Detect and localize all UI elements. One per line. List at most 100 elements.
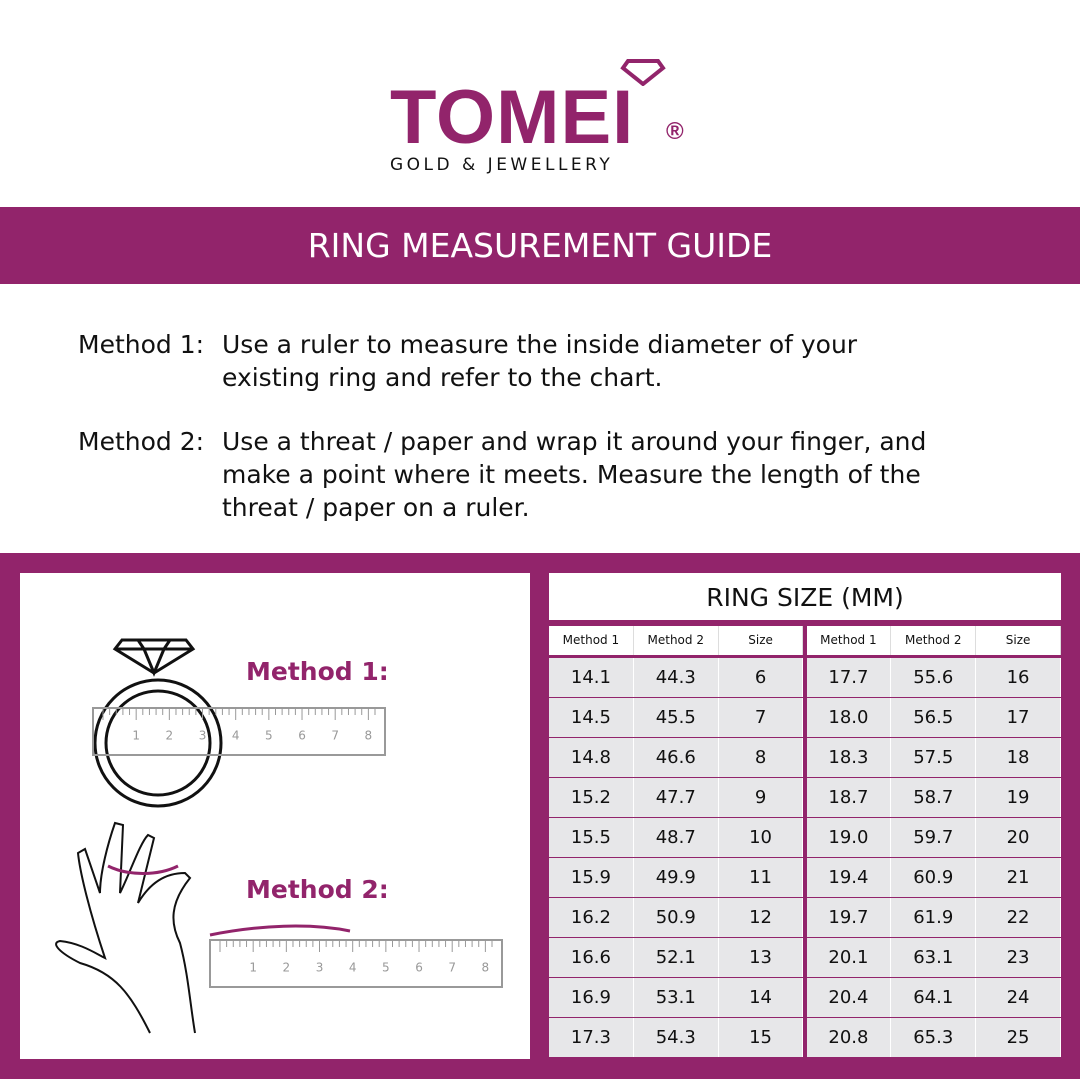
table-title: RING SIZE (MM) (549, 573, 1061, 620)
table-cell: 56.5 (891, 698, 977, 737)
banner-title: RING MEASUREMENT GUIDE (0, 207, 1080, 284)
table-cell: 20.8 (806, 1018, 892, 1057)
table-row: 16.6 52.1 13 (549, 937, 804, 977)
table-cell: 15 (718, 1018, 804, 1057)
column-header: Size (976, 626, 1061, 655)
table-row: 16.9 53.1 14 (549, 977, 804, 1017)
ruler-tick-label: 8 (365, 729, 373, 743)
table-row: 18.3 57.5 18 (806, 737, 1062, 777)
ruler-tick-label: 2 (283, 961, 291, 975)
table-row: 14.1 44.3 6 (549, 657, 804, 697)
method-label: Method 1: (78, 330, 205, 359)
table-row: 20.4 64.1 24 (806, 977, 1062, 1017)
table-cell: 8 (718, 738, 804, 777)
table-cell: 12 (718, 898, 804, 937)
table-row: 20.1 63.1 23 (806, 937, 1062, 977)
tagline: GOLD & JEWELLERY (390, 155, 614, 175)
table-cell: 21 (976, 858, 1061, 897)
table-cell: 9 (718, 778, 804, 817)
column-header: Method 2 (633, 626, 719, 655)
column-header: Method 1 (549, 626, 634, 655)
table-cell: 44.3 (633, 658, 719, 697)
table-cell: 16.6 (549, 938, 634, 977)
method-2-label: Method 2: (246, 875, 389, 904)
table-row: 16.2 50.9 12 (549, 897, 804, 937)
table-cell: 15.2 (549, 778, 634, 817)
table-cell: 53.1 (633, 978, 719, 1017)
table-cell: 24 (976, 978, 1061, 1017)
table-cell: 19 (976, 778, 1061, 817)
column-header: Method 1 (806, 626, 892, 655)
table-cell: 17.3 (549, 1018, 634, 1057)
table-cell: 16.9 (549, 978, 634, 1017)
table-cell: 20.1 (806, 938, 892, 977)
table-cell: 54.3 (633, 1018, 719, 1057)
table-cell: 13 (718, 938, 804, 977)
table-header-row: Method 1 Method 2 Size (806, 626, 1062, 655)
table-cell: 15.9 (549, 858, 634, 897)
table-cell: 57.5 (891, 738, 977, 777)
table-row: 19.7 61.9 22 (806, 897, 1062, 937)
table-cell: 6 (718, 658, 804, 697)
table-cell: 14 (718, 978, 804, 1017)
table-cell: 60.9 (891, 858, 977, 897)
table-row: 14.8 46.6 8 (549, 737, 804, 777)
table-cell: 49.9 (633, 858, 719, 897)
method-1-label: Method 1: (246, 657, 389, 686)
table-cell: 15.5 (549, 818, 634, 857)
ruler-icon: 1 2 3 4 5 6 7 8 (209, 939, 503, 988)
table-cell: 10 (718, 818, 804, 857)
table-row: 18.7 58.7 19 (806, 777, 1062, 817)
table-cell: 45.5 (633, 698, 719, 737)
table-cell: 19.4 (806, 858, 892, 897)
registered-mark: ® (666, 118, 684, 145)
table-row: 19.0 59.7 20 (806, 817, 1062, 857)
table-cell: 46.6 (633, 738, 719, 777)
table-cell: 25 (976, 1018, 1061, 1057)
table-cell: 16.2 (549, 898, 634, 937)
table-cell: 18.3 (806, 738, 892, 777)
table-left-half: Method 1 Method 2 Size 14.1 44.3 6 14.5 45.5 7 14… (549, 626, 804, 1057)
hand-icon (55, 821, 196, 1034)
ruler-tick-label: 8 (482, 961, 490, 975)
table-cell: 58.7 (891, 778, 977, 817)
table-cell: 23 (976, 938, 1061, 977)
column-header: Method 2 (891, 626, 977, 655)
table-cell: 17.7 (806, 658, 892, 697)
table-right-half: Method 1 Method 2 Size 17.7 55.6 16 18.0 56.5 17… (806, 626, 1062, 1057)
table-cell: 19.0 (806, 818, 892, 857)
ruler-tick-label: 4 (232, 729, 240, 743)
table-cell: 18.0 (806, 698, 892, 737)
table-cell: 19.7 (806, 898, 892, 937)
method-text: Use a threat / paper and wrap it around … (222, 427, 927, 522)
table-cell: 20.4 (806, 978, 892, 1017)
table-row: 14.5 45.5 7 (549, 697, 804, 737)
table-cell: 14.1 (549, 658, 634, 697)
table-row: 15.5 48.7 10 (549, 817, 804, 857)
table-cell: 14.8 (549, 738, 634, 777)
table-cell: 14.5 (549, 698, 634, 737)
table-cell: 65.3 (891, 1018, 977, 1057)
ruler-tick-label: 4 (349, 961, 357, 975)
column-header: Size (718, 626, 804, 655)
ruler-icon: 1 2 3 4 5 6 7 8 (92, 707, 386, 756)
table-row: 19.4 60.9 21 (806, 857, 1062, 897)
table-header-row: Method 1 Method 2 Size (549, 626, 804, 655)
table-cell: 48.7 (633, 818, 719, 857)
ruler-tick-label: 5 (265, 729, 273, 743)
table-cell: 59.7 (891, 818, 977, 857)
illustration-panel: 1 2 3 4 5 6 7 8 1 2 3 4 5 6 7 8 Method 1: Method 2: (20, 573, 530, 1059)
table-cell: 11 (718, 858, 804, 897)
ruler-tick-label: 3 (199, 729, 207, 743)
table-row: 15.2 47.7 9 (549, 777, 804, 817)
table-cell: 16 (976, 658, 1061, 697)
ruler-tick-label: 7 (448, 961, 456, 975)
table-row: 20.8 65.3 25 (806, 1017, 1062, 1057)
ring-size-table: RING SIZE (MM) Method 1 Method 2 Size 14.1 4… (549, 573, 1061, 1059)
table-row: 17.3 54.3 15 (549, 1017, 804, 1057)
ruler-tick-label: 6 (415, 961, 423, 975)
table-cell: 61.9 (891, 898, 977, 937)
table-cell: 18 (976, 738, 1061, 777)
method-2-instruction: Method 2: Use a threat / paper and wrap … (78, 425, 1002, 524)
ruler-tick-label: 6 (298, 729, 306, 743)
